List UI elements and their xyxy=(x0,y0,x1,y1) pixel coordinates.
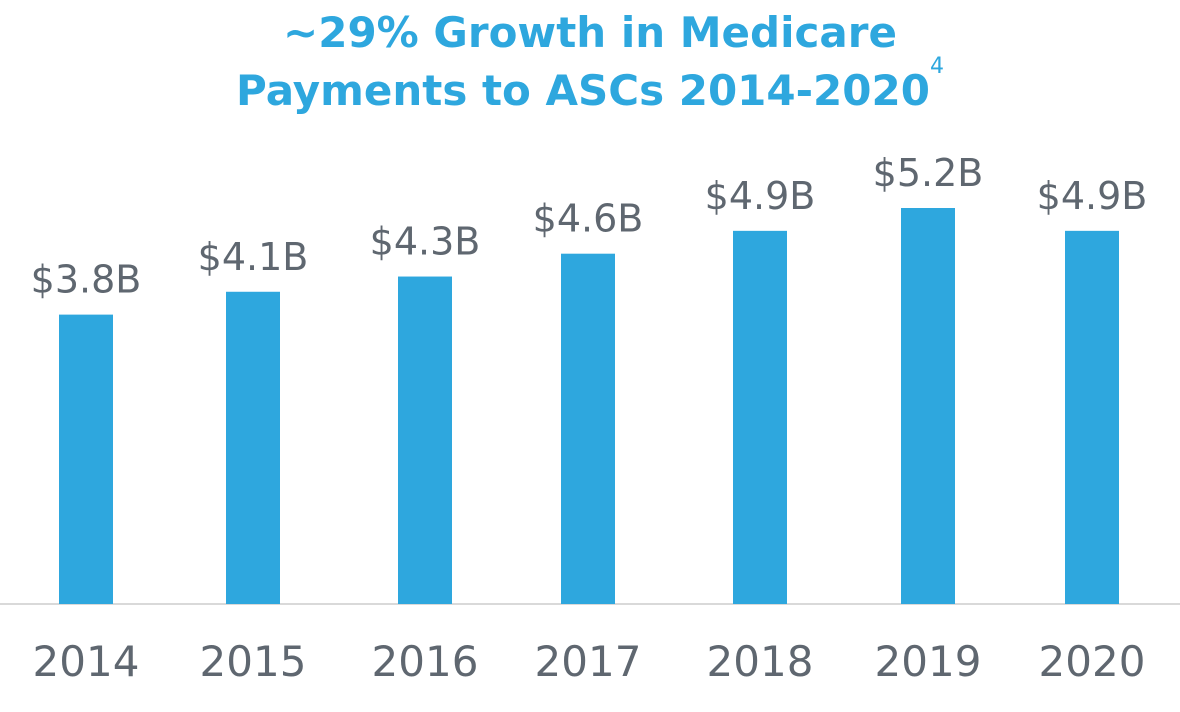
x-tick-2017: 2017 xyxy=(535,637,642,686)
value-label-2020: $4.9B xyxy=(1037,174,1148,218)
bars-group xyxy=(59,208,1119,604)
x-tick-2018: 2018 xyxy=(707,637,814,686)
x-tick-2014: 2014 xyxy=(33,637,140,686)
x-tick-labels-group: 2014 2015 2016 2017 2018 2019 2020 xyxy=(33,637,1146,686)
bar-2019 xyxy=(901,208,955,604)
bar-2020 xyxy=(1065,230,1119,604)
title-footnote: 4 xyxy=(929,54,944,79)
bar-2015 xyxy=(226,291,280,604)
value-label-2019: $5.2B xyxy=(873,151,984,195)
bar-2017 xyxy=(561,253,615,604)
x-tick-2016: 2016 xyxy=(372,637,479,686)
bar-2018 xyxy=(733,230,787,604)
chart-title-line2: Payments to ASCs 2014-20204 xyxy=(0,56,1180,120)
x-tick-2015: 2015 xyxy=(200,637,307,686)
value-label-2017: $4.6B xyxy=(533,197,644,241)
value-labels-group: $3.8B $4.1B $4.3B $4.6B $4.9B $5.2B $4.9B xyxy=(31,151,1148,302)
bar-2016 xyxy=(398,276,452,604)
value-label-2014: $3.8B xyxy=(31,258,142,302)
chart-title-line1: ~29% Growth in Medicare xyxy=(283,8,897,57)
value-label-2018: $4.9B xyxy=(705,174,816,218)
value-label-2016: $4.3B xyxy=(370,220,481,264)
chart-title: ~29% Growth in Medicare Payments to ASCs… xyxy=(0,4,1180,120)
value-label-2015: $4.1B xyxy=(198,235,309,279)
bar-2014 xyxy=(59,314,113,604)
x-tick-2019: 2019 xyxy=(875,637,982,686)
chart-title-line2-text: Payments to ASCs 2014-2020 xyxy=(236,66,930,115)
x-tick-2020: 2020 xyxy=(1039,637,1146,686)
